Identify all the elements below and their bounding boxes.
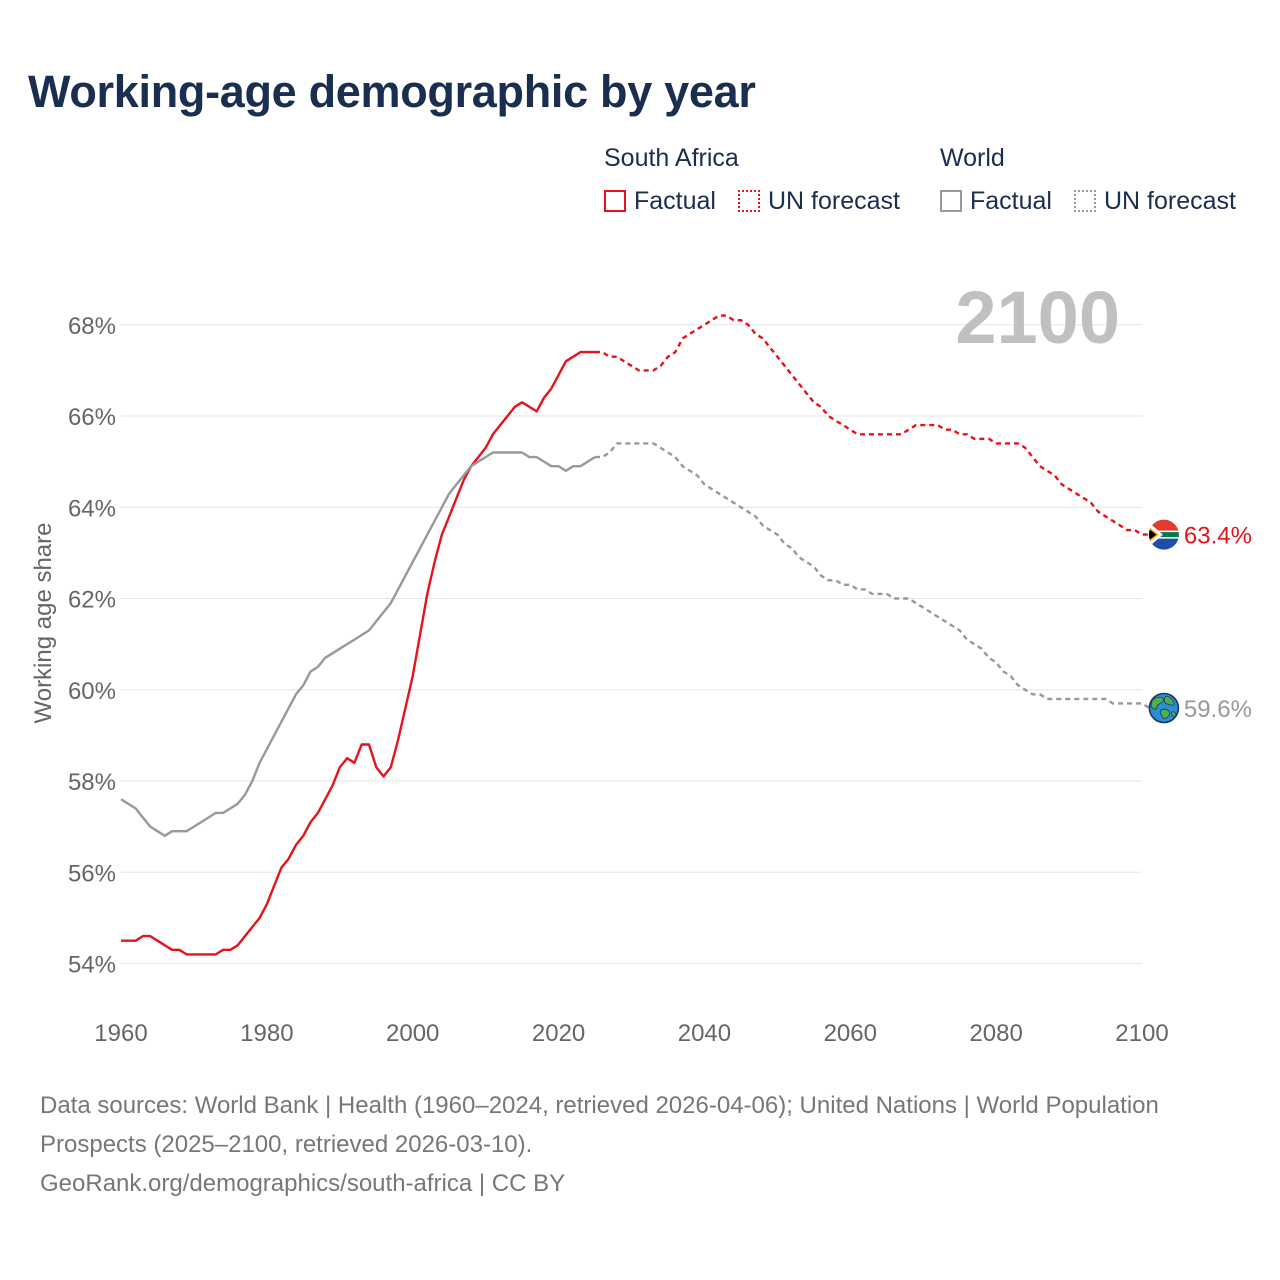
legend-swatch-solid-red	[604, 190, 626, 212]
x-tick-label: 1960	[94, 1020, 147, 1047]
chart-title: Working-age demographic by year	[28, 66, 756, 117]
south-africa-factual-line	[121, 350, 595, 956]
y-tick-label: 62%	[68, 587, 116, 614]
y-axis-ticks: 54% 56% 58% 60% 62% 64% 66% 68%	[68, 313, 116, 979]
legend-group-world: World	[940, 144, 1005, 172]
globe-icon	[1148, 692, 1180, 724]
x-tick-label: 2060	[824, 1020, 877, 1047]
legend-swatch-dotted-red	[738, 190, 760, 212]
south-africa-forecast-line	[595, 314, 1150, 536]
series-end-labels: 63.4% 59.6%	[1184, 523, 1252, 723]
legend-swatch-solid-gray	[940, 190, 962, 212]
series-end-markers	[1148, 519, 1180, 724]
y-tick-label: 64%	[68, 495, 116, 522]
year-watermark: 2100	[955, 276, 1120, 359]
y-tick-label: 68%	[68, 313, 116, 340]
x-tick-label: 2040	[678, 1020, 731, 1047]
credit-link[interactable]: GeoRank.org/demographics/south-africa | …	[40, 1170, 566, 1197]
world-end-label: 59.6%	[1184, 696, 1252, 723]
legend-item-world-factual[interactable]: Factual	[940, 186, 1052, 216]
legend-label: Factual	[634, 186, 716, 215]
world-forecast-line	[595, 442, 1157, 710]
legend-item-south-africa-factual[interactable]: Factual	[604, 186, 716, 216]
legend-label: Factual	[970, 186, 1052, 215]
y-tick-label: 54%	[68, 952, 116, 979]
south-africa-flag-icon	[1148, 519, 1179, 550]
x-tick-label: 2080	[969, 1020, 1022, 1047]
footer: Data sources: World Bank | Health (1960–…	[40, 1086, 1220, 1203]
y-tick-label: 60%	[68, 678, 116, 705]
legend-group-south-africa: South Africa	[604, 144, 739, 172]
world-factual-line	[120, 451, 596, 837]
grid-lines	[121, 324, 1142, 964]
x-tick-label: 2000	[386, 1020, 439, 1047]
legend-swatch-dotted-gray	[1074, 190, 1096, 212]
south-africa-end-label: 63.4%	[1184, 523, 1252, 550]
legend-label: UN forecast	[1104, 186, 1236, 215]
legend-item-world-forecast[interactable]: UN forecast	[1074, 186, 1236, 216]
x-tick-label: 2100	[1115, 1020, 1168, 1047]
x-axis-ticks: 1960 1980 2000 2020 2040 2060 2080 2100	[94, 1020, 1168, 1047]
legend-item-south-africa-forecast[interactable]: UN forecast	[738, 186, 900, 216]
legend-label: UN forecast	[768, 186, 900, 215]
data-sources: Data sources: World Bank | Health (1960–…	[40, 1092, 1159, 1158]
y-axis-label: Working age share	[30, 523, 57, 724]
x-tick-label: 2020	[532, 1020, 585, 1047]
y-tick-label: 58%	[68, 769, 116, 796]
series-lines	[120, 314, 1157, 956]
y-tick-label: 56%	[68, 860, 116, 887]
x-tick-label: 1980	[240, 1020, 293, 1047]
y-tick-label: 66%	[68, 404, 116, 431]
line-chart: 54% 56% 58% 60% 62% 64% 66% 68% 1960 1980 2000 202…	[30, 276, 1252, 1047]
